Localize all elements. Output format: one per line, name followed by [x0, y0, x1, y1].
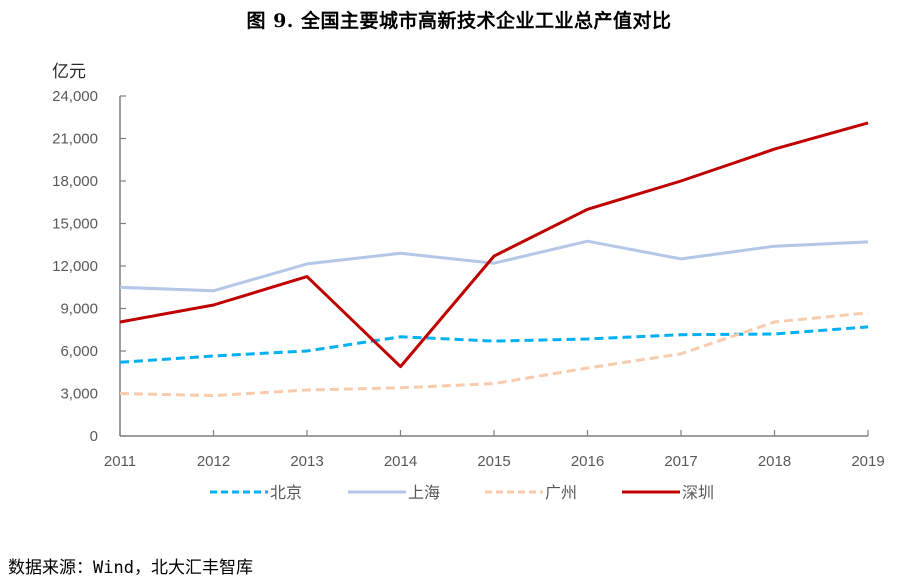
x-tick-label: 2015 [477, 453, 510, 470]
legend-label: 深圳 [682, 483, 714, 502]
legend-label: 上海 [408, 483, 440, 502]
x-tick-label: 2014 [384, 453, 417, 470]
legend-label: 广州 [545, 483, 577, 502]
y-tick-label: 18,000 [52, 173, 98, 190]
source-note: 数据来源：Wind，北大汇丰智库 [8, 558, 253, 578]
x-tick-label: 2019 [851, 453, 884, 470]
y-tick-label: 12,000 [52, 258, 98, 275]
x-tick-label: 2012 [197, 453, 230, 470]
series-line-1 [119, 239, 869, 293]
y-axis: 0 3,000 6,000 9,000 12,000 15,000 18,000 21,000… [52, 88, 126, 445]
line-chart: 亿元 0 3,000 6,000 9,000 12,000 15,000 18,000 21,… [52, 62, 885, 502]
series-line-0 [119, 325, 869, 364]
y-tick-label: 9,000 [60, 301, 98, 318]
y-tick-label: 21,000 [52, 131, 98, 148]
x-tick-label: 2017 [664, 453, 697, 470]
y-tick-label: 24,000 [52, 88, 98, 105]
x-tick-label: 2011 [104, 453, 136, 470]
x-tick-label: 2016 [571, 453, 604, 470]
legend: 北京 上海 广州 深圳 [210, 483, 714, 502]
y-tick-label: 0 [90, 428, 98, 445]
y-tick-label: 6,000 [60, 343, 98, 360]
y-axis-unit-label: 亿元 [52, 62, 86, 82]
chart-title: 图 9. 全国主要城市高新技术企业工业总产值对比 [246, 10, 672, 32]
series-line-3 [119, 121, 869, 369]
y-tick-label: 3,000 [60, 386, 98, 403]
legend-label: 北京 [270, 483, 302, 502]
x-tick-label: 2013 [290, 453, 323, 470]
series-lines [119, 121, 869, 398]
y-tick-label: 15,000 [52, 216, 98, 233]
x-tick-label: 2018 [758, 453, 791, 470]
x-axis: 2011 2012 2013 2014 2015 2016 2017 2018 2019 [104, 430, 885, 470]
